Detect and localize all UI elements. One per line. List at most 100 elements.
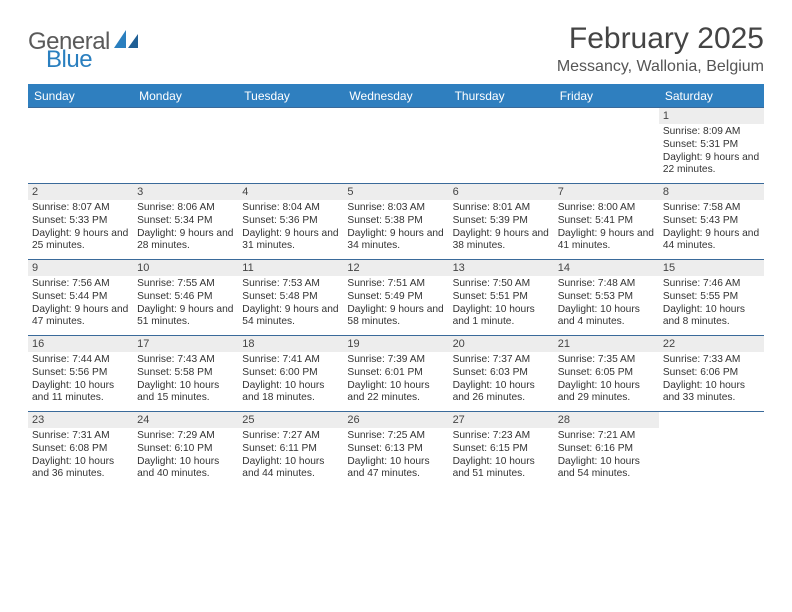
day-cell: 24Sunrise: 7:29 AMSunset: 6:10 PMDayligh… [133, 412, 238, 488]
day-body: Sunrise: 7:44 AMSunset: 5:56 PMDaylight:… [28, 352, 133, 411]
sunrise-text: Sunrise: 8:09 AM [663, 126, 760, 139]
day-body [449, 124, 554, 182]
daylight-text: Daylight: 9 hours and 38 minutes. [453, 228, 550, 254]
sunrise-text: Sunrise: 8:00 AM [558, 202, 655, 215]
sunrise-text: Sunrise: 7:58 AM [663, 202, 760, 215]
sunrise-text: Sunrise: 8:06 AM [137, 202, 234, 215]
day-body: Sunrise: 7:51 AMSunset: 5:49 PMDaylight:… [343, 276, 448, 335]
day-number [449, 108, 554, 124]
sunset-text: Sunset: 5:34 PM [137, 215, 234, 228]
day-number [133, 108, 238, 124]
day-body: Sunrise: 7:58 AMSunset: 5:43 PMDaylight:… [659, 200, 764, 259]
day-body: Sunrise: 8:01 AMSunset: 5:39 PMDaylight:… [449, 200, 554, 259]
daylight-text: Daylight: 10 hours and 22 minutes. [347, 380, 444, 406]
header: General Blue February 2025 Messancy, Wal… [28, 22, 764, 76]
day-number: 9 [28, 260, 133, 276]
day-cell: 10Sunrise: 7:55 AMSunset: 5:46 PMDayligh… [133, 260, 238, 336]
sunset-text: Sunset: 6:00 PM [242, 367, 339, 380]
sunrise-text: Sunrise: 7:41 AM [242, 354, 339, 367]
day-number: 4 [238, 184, 343, 200]
day-body: Sunrise: 7:39 AMSunset: 6:01 PMDaylight:… [343, 352, 448, 411]
title-block: February 2025 Messancy, Wallonia, Belgiu… [557, 22, 764, 76]
day-cell: 8Sunrise: 7:58 AMSunset: 5:43 PMDaylight… [659, 184, 764, 260]
day-cell: 15Sunrise: 7:46 AMSunset: 5:55 PMDayligh… [659, 260, 764, 336]
day-number: 25 [238, 412, 343, 428]
day-cell: 3Sunrise: 8:06 AMSunset: 5:34 PMDaylight… [133, 184, 238, 260]
week-row: 9Sunrise: 7:56 AMSunset: 5:44 PMDaylight… [28, 260, 764, 336]
sunset-text: Sunset: 5:49 PM [347, 291, 444, 304]
daylight-text: Daylight: 9 hours and 47 minutes. [32, 304, 129, 330]
daylight-text: Daylight: 10 hours and 18 minutes. [242, 380, 339, 406]
page-title: February 2025 [557, 22, 764, 56]
sunrise-text: Sunrise: 7:37 AM [453, 354, 550, 367]
day-cell: 11Sunrise: 7:53 AMSunset: 5:48 PMDayligh… [238, 260, 343, 336]
day-number [28, 108, 133, 124]
dayhead-tuesday: Tuesday [238, 85, 343, 108]
week-row: 1Sunrise: 8:09 AMSunset: 5:31 PMDaylight… [28, 108, 764, 184]
day-number: 23 [28, 412, 133, 428]
day-number: 12 [343, 260, 448, 276]
day-body: Sunrise: 7:53 AMSunset: 5:48 PMDaylight:… [238, 276, 343, 335]
day-body: Sunrise: 8:07 AMSunset: 5:33 PMDaylight:… [28, 200, 133, 259]
day-number: 27 [449, 412, 554, 428]
daylight-text: Daylight: 9 hours and 54 minutes. [242, 304, 339, 330]
sunset-text: Sunset: 6:11 PM [242, 443, 339, 456]
day-body: Sunrise: 7:43 AMSunset: 5:58 PMDaylight:… [133, 352, 238, 411]
sunrise-text: Sunrise: 7:33 AM [663, 354, 760, 367]
day-number [238, 108, 343, 124]
day-cell: 22Sunrise: 7:33 AMSunset: 6:06 PMDayligh… [659, 336, 764, 412]
sunset-text: Sunset: 5:36 PM [242, 215, 339, 228]
day-number: 10 [133, 260, 238, 276]
day-cell: 14Sunrise: 7:48 AMSunset: 5:53 PMDayligh… [554, 260, 659, 336]
sunrise-text: Sunrise: 7:35 AM [558, 354, 655, 367]
day-number [659, 412, 764, 428]
sunrise-text: Sunrise: 7:46 AM [663, 278, 760, 291]
day-cell: 7Sunrise: 8:00 AMSunset: 5:41 PMDaylight… [554, 184, 659, 260]
day-body: Sunrise: 7:37 AMSunset: 6:03 PMDaylight:… [449, 352, 554, 411]
day-body: Sunrise: 7:50 AMSunset: 5:51 PMDaylight:… [449, 276, 554, 335]
day-cell [238, 108, 343, 184]
day-cell [554, 108, 659, 184]
logo: General Blue [28, 30, 140, 72]
dayhead-sunday: Sunday [28, 85, 133, 108]
daylight-text: Daylight: 10 hours and 29 minutes. [558, 380, 655, 406]
calendar-table: Sunday Monday Tuesday Wednesday Thursday… [28, 84, 764, 487]
sunrise-text: Sunrise: 8:03 AM [347, 202, 444, 215]
day-body [343, 124, 448, 182]
day-cell [28, 108, 133, 184]
daylight-text: Daylight: 9 hours and 41 minutes. [558, 228, 655, 254]
day-cell: 2Sunrise: 8:07 AMSunset: 5:33 PMDaylight… [28, 184, 133, 260]
sunrise-text: Sunrise: 7:56 AM [32, 278, 129, 291]
day-body: Sunrise: 7:35 AMSunset: 6:05 PMDaylight:… [554, 352, 659, 411]
daylight-text: Daylight: 9 hours and 51 minutes. [137, 304, 234, 330]
sunset-text: Sunset: 5:56 PM [32, 367, 129, 380]
day-number: 22 [659, 336, 764, 352]
sunset-text: Sunset: 5:53 PM [558, 291, 655, 304]
sunset-text: Sunset: 5:48 PM [242, 291, 339, 304]
daylight-text: Daylight: 9 hours and 28 minutes. [137, 228, 234, 254]
week-row: 16Sunrise: 7:44 AMSunset: 5:56 PMDayligh… [28, 336, 764, 412]
day-cell: 1Sunrise: 8:09 AMSunset: 5:31 PMDaylight… [659, 108, 764, 184]
day-number: 6 [449, 184, 554, 200]
sunset-text: Sunset: 6:01 PM [347, 367, 444, 380]
day-number: 15 [659, 260, 764, 276]
day-cell: 5Sunrise: 8:03 AMSunset: 5:38 PMDaylight… [343, 184, 448, 260]
day-number: 16 [28, 336, 133, 352]
sunset-text: Sunset: 5:46 PM [137, 291, 234, 304]
sunrise-text: Sunrise: 8:01 AM [453, 202, 550, 215]
day-cell: 9Sunrise: 7:56 AMSunset: 5:44 PMDaylight… [28, 260, 133, 336]
daylight-text: Daylight: 10 hours and 40 minutes. [137, 456, 234, 482]
day-cell [133, 108, 238, 184]
sunset-text: Sunset: 5:38 PM [347, 215, 444, 228]
sunset-text: Sunset: 6:08 PM [32, 443, 129, 456]
day-cell: 4Sunrise: 8:04 AMSunset: 5:36 PMDaylight… [238, 184, 343, 260]
day-body: Sunrise: 7:23 AMSunset: 6:15 PMDaylight:… [449, 428, 554, 487]
day-number: 21 [554, 336, 659, 352]
day-body [238, 124, 343, 182]
sunrise-text: Sunrise: 7:29 AM [137, 430, 234, 443]
sunset-text: Sunset: 6:05 PM [558, 367, 655, 380]
daylight-text: Daylight: 10 hours and 47 minutes. [347, 456, 444, 482]
sunrise-text: Sunrise: 7:48 AM [558, 278, 655, 291]
daylight-text: Daylight: 9 hours and 31 minutes. [242, 228, 339, 254]
day-cell [449, 108, 554, 184]
